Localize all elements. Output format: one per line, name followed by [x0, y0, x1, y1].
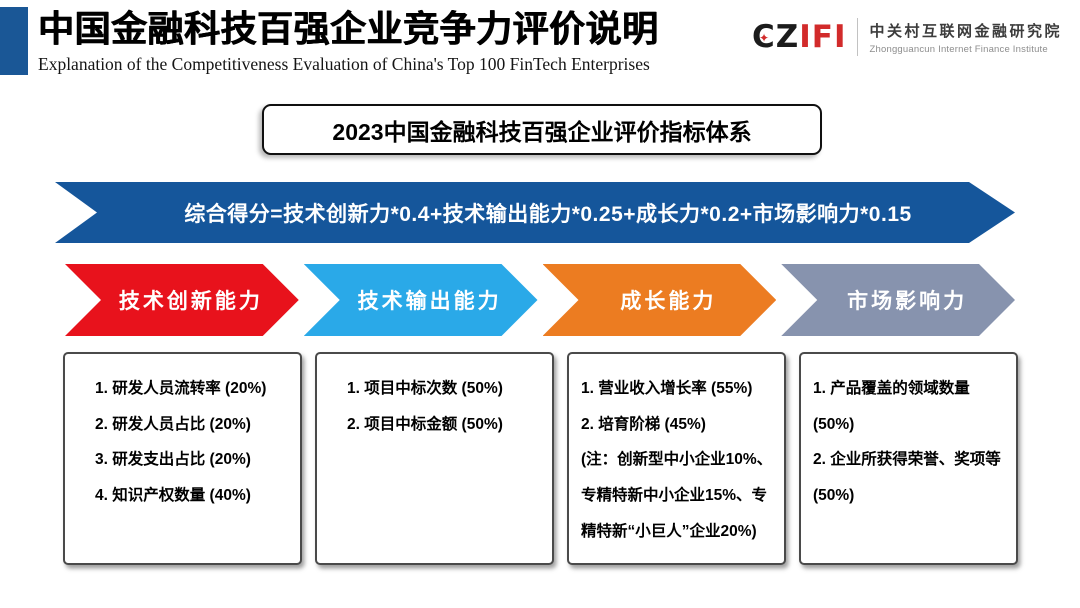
logo-mark-ifi: IFI: [799, 18, 847, 55]
indicator-item: 2. 培育阶梯 (45%): [581, 415, 706, 433]
logo-divider: [857, 18, 859, 56]
org-logo: CZIFI ✦ 中关村互联网金融研究院 Zhongguancun Interne…: [752, 18, 1062, 56]
indicator-item: 4. 知识产权数量 (40%): [95, 486, 251, 504]
page-subtitle: Explanation of the Competitiveness Evalu…: [38, 53, 650, 74]
dimension-arrow-row: 技术创新能力 技术输出能力 成长能力 市场影响力: [65, 264, 1015, 336]
dimension-arrow-tech-innovation: 技术创新能力: [65, 264, 299, 336]
indicator-item: 1. 产品覆盖的领域数量 (50%): [813, 380, 970, 433]
title-accent-bar: [0, 7, 28, 75]
indicator-box-tech-innovation: 1. 研发人员流转率 (20%) 2. 研发人员占比 (20%) 3. 研发支出…: [63, 352, 302, 565]
indicator-box-growth: 1. 营业收入增长率 (55%) 2. 培育阶梯 (45%) (注：创新型中小企…: [567, 352, 786, 565]
indicator-item: 2. 研发人员占比 (20%): [95, 415, 251, 433]
org-name-cn: 中关村互联网金融研究院: [869, 22, 1062, 40]
indicator-system-title: 2023中国金融科技百强企业评价指标体系: [262, 104, 822, 155]
indicator-box-tech-output: 1. 项目中标次数 (50%) 2. 项目中标金额 (50%): [315, 352, 554, 565]
czifi-logo-icon: CZIFI ✦: [752, 18, 847, 55]
indicator-item: 2. 企业所获得荣誉、奖项等 (50%): [813, 451, 1001, 504]
page-title: 中国金融科技百强企业竞争力评价说明: [38, 8, 659, 49]
composite-score-formula-banner: 综合得分=技术创新力*0.4+技术输出能力*0.25+成长力*0.2+市场影响力…: [55, 182, 1015, 243]
dimension-arrow-growth: 成长能力: [543, 264, 777, 336]
dimension-arrow-market-influence: 市场影响力: [781, 264, 1015, 336]
indicator-item: 3. 研发支出占比 (20%): [95, 451, 251, 469]
indicator-box-market-influence: 1. 产品覆盖的领域数量 (50%) 2. 企业所获得荣誉、奖项等 (50%): [799, 352, 1018, 565]
indicator-item: 1. 项目中标次数 (50%): [347, 380, 503, 397]
org-names: 中关村互联网金融研究院 Zhongguancun Internet Financ…: [869, 20, 1062, 55]
indicator-item-note: (注：创新型中小企业10%、专精特新中小企业15%、专精特新“小巨人”企业20%…: [581, 451, 773, 540]
logo-mark-cz: CZ: [752, 18, 800, 55]
indicator-item: 2. 项目中标金额 (50%): [347, 415, 503, 433]
header: 中国金融科技百强企业竞争力评价说明 Explanation of the Com…: [38, 6, 659, 75]
logo-diamond-icon: ✦: [759, 30, 771, 45]
indicator-item: 1. 研发人员流转率 (20%): [95, 380, 267, 397]
indicator-item: 1. 营业收入增长率 (55%): [581, 380, 753, 397]
dimension-arrow-tech-output: 技术输出能力: [304, 264, 538, 336]
org-name-en: Zhongguancun Internet Finance Institute: [869, 43, 1048, 55]
indicator-box-row: 1. 研发人员流转率 (20%) 2. 研发人员占比 (20%) 3. 研发支出…: [63, 352, 1018, 565]
